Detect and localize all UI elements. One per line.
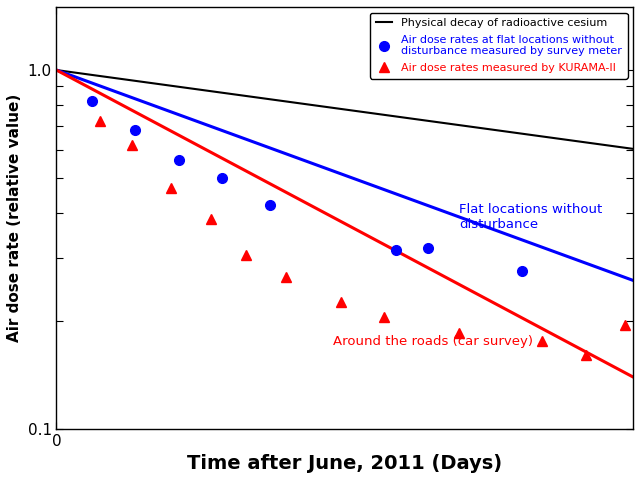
- Text: Around the roads (car survey): Around the roads (car survey): [333, 335, 533, 348]
- Y-axis label: Air dose rate (relative value): Air dose rate (relative value): [7, 94, 22, 342]
- Text: Flat locations without
disturbance: Flat locations without disturbance: [460, 203, 602, 231]
- Legend: Physical decay of radioactive cesium, Air dose rates at flat locations without
d: Physical decay of radioactive cesium, Ai…: [370, 12, 627, 79]
- X-axis label: Time after June, 2011 (Days): Time after June, 2011 (Days): [188, 454, 502, 473]
